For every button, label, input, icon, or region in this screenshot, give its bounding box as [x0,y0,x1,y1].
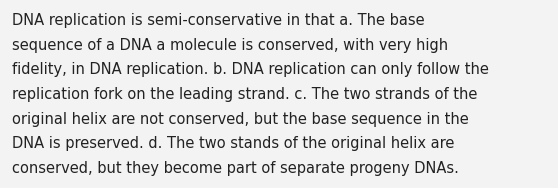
Text: conserved, but they become part of separate progeny DNAs.: conserved, but they become part of separ… [12,161,459,176]
Text: sequence of a DNA a molecule is conserved, with very high: sequence of a DNA a molecule is conserve… [12,38,449,53]
Text: fidelity, in DNA replication. b. DNA replication can only follow the: fidelity, in DNA replication. b. DNA rep… [12,62,489,77]
Text: replication fork on the leading strand. c. The two strands of the: replication fork on the leading strand. … [12,87,478,102]
Text: DNA replication is semi-conservative in that a. The base: DNA replication is semi-conservative in … [12,13,425,28]
Text: DNA is preserved. d. The two stands of the original helix are: DNA is preserved. d. The two stands of t… [12,136,455,151]
Text: original helix are not conserved, but the base sequence in the: original helix are not conserved, but th… [12,112,469,127]
